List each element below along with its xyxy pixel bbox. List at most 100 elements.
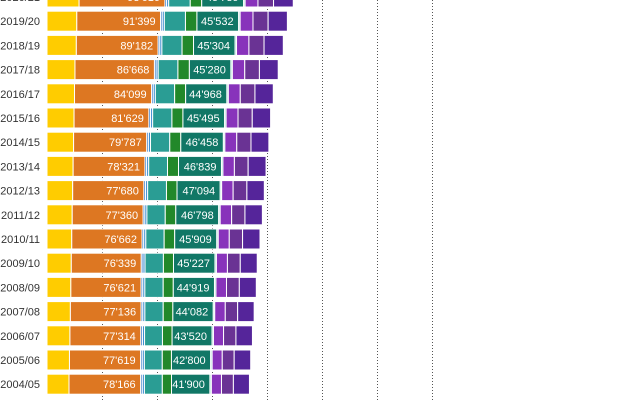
- y-tick-label: 2015/16: [0, 113, 40, 125]
- data-label: 93'616: [127, 0, 160, 4]
- y-tick-label: 2017/18: [0, 65, 40, 77]
- data-label: 86'668: [117, 65, 150, 77]
- data-label: 43'520: [174, 331, 207, 343]
- y-tick-label: 2007/08: [0, 307, 40, 319]
- bar-segment-9: [220, 373, 234, 395]
- y-tick-label: 2009/10: [0, 258, 40, 270]
- bar-segment-0: [46, 373, 70, 395]
- bar-segment-4: [146, 204, 166, 226]
- bar-segment-10: [246, 180, 265, 202]
- data-label: 76'339: [104, 258, 137, 270]
- bar-segment-8: [239, 10, 254, 32]
- bar-segment-4: [144, 325, 163, 347]
- bar-segment-5: [171, 107, 184, 129]
- bar-segment-0: [46, 349, 70, 371]
- data-label: 78'321: [107, 161, 140, 173]
- bar-segment-0: [46, 59, 76, 81]
- bar-segment-9: [233, 155, 249, 177]
- y-tick-label: 2005/06: [0, 355, 40, 367]
- bar-segment-4: [161, 34, 183, 56]
- data-label: 44'919: [177, 282, 210, 294]
- data-label: 91'399: [123, 16, 156, 28]
- bar-segment-8: [221, 180, 234, 202]
- bar-segment-5: [161, 373, 172, 395]
- data-label: 45'280: [193, 65, 226, 77]
- data-label: 42'800: [173, 355, 206, 367]
- bar-segment-5: [184, 10, 198, 32]
- bar-segment-4: [147, 180, 167, 202]
- bar-segment-9: [225, 276, 240, 298]
- data-label: 46'839: [184, 161, 217, 173]
- bar-segment-0: [46, 83, 76, 105]
- data-label: 81'629: [111, 113, 144, 125]
- bar-segment-8: [217, 228, 230, 250]
- data-label: 79'787: [109, 137, 142, 149]
- y-tick-label: 2006/07: [0, 331, 40, 343]
- bar-segment-10: [250, 131, 270, 153]
- bar-segment-5: [162, 276, 174, 298]
- bar-segment-4: [157, 59, 179, 81]
- bar-segment-9: [252, 10, 269, 32]
- bar-segment-4: [150, 131, 171, 153]
- bar-segment-0: [46, 107, 75, 129]
- bar-segment-8: [227, 83, 241, 105]
- bar-segment-1: [78, 0, 166, 8]
- bar-segment-4: [144, 276, 164, 298]
- data-label: 77'680: [106, 186, 139, 198]
- bar-segment-4: [143, 349, 163, 371]
- bar-segment-0: [46, 180, 74, 202]
- bar-segment-8: [215, 252, 228, 274]
- y-tick-label: 2013/14: [0, 161, 40, 173]
- bar-segment-10: [233, 349, 252, 371]
- bar-segment-0: [46, 325, 71, 347]
- bar-segment-10: [251, 107, 272, 129]
- bar-segment-10: [247, 155, 267, 177]
- data-label: 46'458: [186, 137, 219, 149]
- bar-segment-10: [238, 276, 257, 298]
- bar-segment-8: [210, 373, 222, 395]
- bar-segment-8: [244, 0, 259, 8]
- data-label: 41'900: [172, 379, 205, 391]
- bar-segment-10: [244, 204, 263, 226]
- data-label: 76'662: [104, 234, 137, 246]
- bar-segment-10: [267, 10, 288, 32]
- data-label: 89'182: [120, 40, 153, 52]
- y-tick-label: 2018/19: [0, 40, 40, 52]
- y-tick-label: 2012/13: [0, 186, 40, 198]
- data-label: 45'495: [187, 113, 220, 125]
- y-tick-label: 2019/20: [0, 16, 40, 28]
- y-tick-label: 2004/05: [0, 379, 40, 391]
- y-tick-label: 2016/17: [0, 89, 40, 101]
- bar-segment-4: [143, 373, 163, 395]
- bar-segment-9: [228, 228, 244, 250]
- data-label: 44'082: [176, 307, 209, 319]
- data-label: 84'099: [114, 89, 147, 101]
- data-label: 44'968: [189, 89, 222, 101]
- bar-segment-5: [163, 228, 176, 250]
- bar-segment-9: [223, 325, 237, 347]
- bars: [46, 0, 294, 395]
- bar-segment-8: [212, 325, 225, 347]
- bar-segment-5: [174, 83, 187, 105]
- bar-segment-8: [224, 131, 238, 153]
- y-tick-label: 2011/12: [1, 210, 40, 222]
- bar-segment-0: [46, 10, 78, 32]
- data-label: 76'621: [103, 282, 136, 294]
- bar-segment-9: [236, 131, 252, 153]
- bar-segment-9: [237, 107, 253, 129]
- bar-segment-5: [161, 349, 172, 371]
- bar-segment-0: [46, 276, 72, 298]
- data-label: 45'532: [201, 16, 234, 28]
- bar-segment-9: [239, 83, 256, 105]
- bar-segment-8: [222, 155, 235, 177]
- data-label: 77'314: [103, 331, 136, 343]
- data-label: 77'360: [105, 210, 138, 222]
- bar-segment-10: [232, 373, 250, 395]
- bar-segment-5: [164, 204, 177, 226]
- bar-segment-10: [237, 301, 255, 323]
- bar-segment-5: [167, 155, 180, 177]
- bar-segment-0: [46, 252, 72, 274]
- data-label: 45'909: [179, 234, 212, 246]
- bar-segment-9: [257, 0, 275, 8]
